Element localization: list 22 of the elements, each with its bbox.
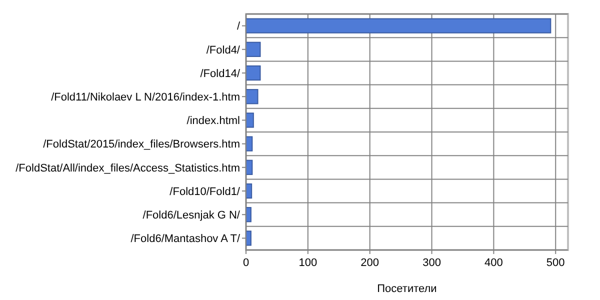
bar bbox=[246, 42, 261, 57]
y-tick-label: /index.html bbox=[186, 115, 240, 128]
bar bbox=[246, 18, 552, 34]
x-tick-label: 0 bbox=[242, 257, 250, 269]
y-tick-label: /Fold6/Lesnjak G N/ bbox=[142, 209, 241, 222]
y-tick-label: / bbox=[236, 20, 241, 33]
x-tick-label: 200 bbox=[360, 257, 380, 269]
x-tick-label: 500 bbox=[546, 257, 565, 269]
x-tick-label: 100 bbox=[298, 257, 318, 269]
bar bbox=[246, 89, 258, 104]
y-tick-label: /Fold4/ bbox=[206, 44, 241, 56]
y-tick-label: /FoldStat/All/index_files/Access_Statistics.htm bbox=[16, 162, 240, 174]
y-tick-label: /FoldStat/2015/index_files/Browsers.htm bbox=[43, 138, 240, 151]
y-tick-label: /Fold10/Fold1/ bbox=[170, 186, 241, 198]
y-tick-label: /Fold11/Nikolaev L N/2016/index-1.htm bbox=[51, 91, 240, 104]
x-tick-label: 400 bbox=[484, 257, 503, 269]
bar bbox=[246, 112, 254, 128]
x-axis-title: Посетители bbox=[377, 283, 437, 295]
x-tick-label: 300 bbox=[422, 257, 441, 269]
bar bbox=[246, 65, 261, 81]
y-tick-label: /Fold14/ bbox=[200, 68, 241, 80]
y-tick-label: /Fold6/Mantashov A T/ bbox=[130, 233, 241, 246]
